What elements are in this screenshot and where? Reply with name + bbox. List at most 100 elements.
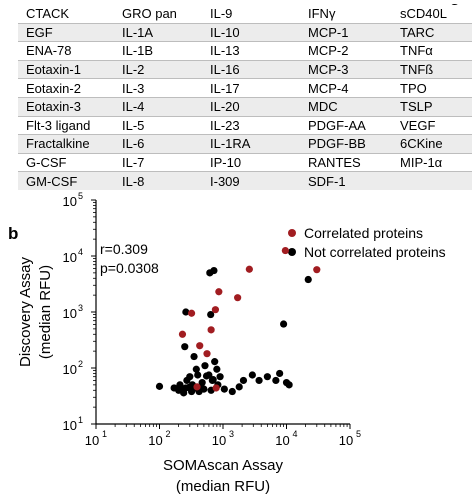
correlated-point (193, 383, 201, 391)
x-tick-exponent: 1 (102, 429, 107, 439)
table-cell: PDGF-BB (300, 134, 392, 154)
not-correlated-point (220, 385, 228, 393)
correlated-point (234, 294, 242, 302)
not-correlated-point (192, 365, 200, 373)
table-cell: IL-4 (114, 96, 202, 117)
correlated-point (281, 246, 289, 255)
y-tick-label: 10 (63, 306, 77, 321)
table-cell: Fractalkine (18, 134, 114, 154)
x-axis-label: SOMAscan Assay (163, 457, 284, 474)
y-axis-label: Discovery Assay (17, 256, 34, 367)
table-cell: IL-9 (202, 5, 300, 24)
x-tick-label: 10 (339, 433, 353, 448)
table-cell: MCP-1 (300, 22, 392, 42)
y-tick-label: 10 (63, 362, 77, 377)
table-row: Eotaxin-2 IL-3 IL-17 MCP-4 TPO (18, 78, 472, 98)
table-cell: IP-10 (202, 152, 300, 172)
table-row: Eotaxin-1 IL-2 IL-16 MCP-3 TNFß (18, 59, 472, 79)
not-correlated-point (207, 310, 215, 319)
table-cell: IL-20 (202, 96, 300, 117)
table-cell: ENA-78 (18, 41, 114, 61)
table-cell: IL-1RA (202, 134, 300, 154)
not-correlated-point (304, 275, 312, 284)
table-cell: VEGF (392, 115, 472, 135)
table-cell: IL-10 (202, 22, 300, 42)
table-cell: CTACK (18, 5, 114, 24)
not-correlated-point (279, 320, 288, 328)
p-annotation: p=0.0308 (100, 260, 159, 276)
table-cell: MDC (300, 96, 392, 117)
not-correlated-point (201, 362, 209, 370)
correlated-point (211, 306, 220, 314)
x-tick-exponent: 5 (356, 429, 361, 439)
y-tick-exponent: 2 (78, 359, 83, 369)
table-cell: TNFα (392, 41, 472, 61)
table-cell: MCP-3 (300, 59, 392, 79)
y-tick-exponent: 4 (78, 247, 83, 257)
legend-label: Correlated proteins (304, 225, 423, 241)
not-correlated-point (190, 352, 198, 361)
table-cell: SDF-1 (300, 171, 392, 190)
table-cell: GRO pan (114, 5, 202, 24)
table-cell: MCP-4 (300, 78, 392, 98)
table-cell: I-309 (202, 171, 300, 190)
table-cell: RANTES (300, 152, 392, 172)
table-cell: IL-17 (202, 78, 300, 98)
table-cell: IL-6 (114, 134, 202, 154)
not-correlated-point (285, 381, 293, 389)
y-tick-exponent: 5 (78, 191, 83, 201)
not-correlated-point (239, 376, 248, 385)
table-cell: PDGF-AA (300, 115, 392, 135)
correlated-point (245, 265, 253, 273)
not-correlated-point (211, 358, 219, 366)
not-correlated-point (276, 369, 284, 378)
not-correlated-point (200, 385, 208, 393)
not-correlated-point (228, 387, 236, 396)
not-correlated-point (272, 376, 280, 385)
table-cell: sCD40L (392, 5, 472, 24)
y-tick-label: 10 (63, 194, 77, 209)
table-cell: IL-1A (114, 22, 202, 42)
not-correlated-point (235, 383, 243, 391)
table-cell: IL-16 (202, 59, 300, 79)
table-cell: TPO (392, 78, 472, 98)
correlated-point (187, 309, 196, 317)
table-cell: MCP-2 (300, 41, 392, 61)
table-cell: IFNγ (300, 5, 392, 24)
table-cell: TSLP (392, 96, 472, 117)
table-cell: IL-8 (114, 171, 202, 190)
not-correlated-point (181, 343, 189, 351)
table-cell: Eotaxin-3 (18, 96, 114, 117)
table-row: Fractalkine IL-6 IL-1RA PDGF-BB 6CKine (18, 134, 472, 154)
correlated-point (178, 330, 187, 338)
table-cell (392, 171, 472, 190)
table-cell: Eotaxin-2 (18, 78, 114, 98)
table-row: CTACK GRO pan IL-9 IFNγ sCD40L (18, 5, 472, 24)
table-row: EGF IL-1A IL-10 MCP-1 TARC (18, 22, 472, 42)
not-correlated-point (155, 382, 164, 390)
not-correlated-point (263, 373, 271, 381)
table-row: G-CSF IL-7 IP-10 RANTES MIP-1α (18, 152, 472, 172)
x-tick-label: 10 (148, 433, 162, 448)
table-row: ENA-78 IL-1B IL-13 MCP-2 TNFα (18, 41, 472, 61)
table-cell: IL-7 (114, 152, 202, 172)
not-correlated-point (216, 373, 224, 381)
table-cell: MIP-1α (392, 152, 472, 172)
not-correlated-point (194, 371, 202, 379)
legend-marker (288, 248, 296, 256)
table-cell: Flt-3 ligand (18, 115, 114, 135)
legend-marker (288, 229, 296, 237)
correlated-point (196, 342, 204, 350)
correlated-point (212, 384, 220, 392)
x-tick-label: 10 (85, 433, 99, 448)
x-axis-label-units: (median RFU) (176, 478, 270, 495)
not-correlated-point (198, 378, 206, 387)
table-cell: IL-23 (202, 115, 300, 135)
panel-b-label: b (8, 224, 19, 243)
table-cell: IL-5 (114, 115, 202, 135)
y-axis-label-units: (median RFU) (37, 265, 54, 359)
not-correlated-point (186, 373, 194, 381)
not-correlated-point (210, 266, 218, 275)
correlated-point (203, 350, 211, 358)
table-cell: IL-1B (114, 41, 202, 61)
